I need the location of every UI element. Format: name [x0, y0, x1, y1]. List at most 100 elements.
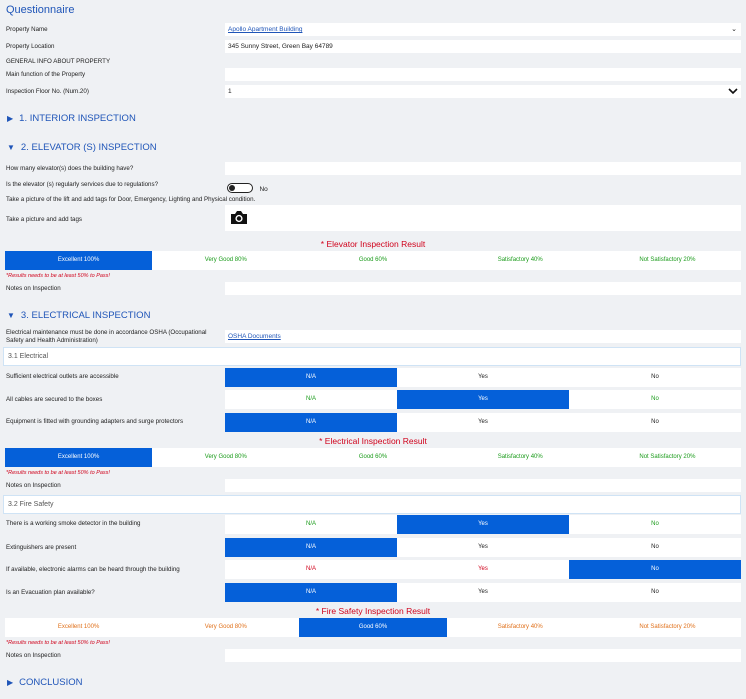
elevator-notes-label: Notes on Inspection [6, 285, 61, 292]
camera-icon[interactable] [230, 210, 248, 225]
option-no[interactable]: No [569, 560, 741, 579]
elevator-notes-field[interactable] [225, 282, 741, 295]
electrical-q2-label: All cables are secured to the boxes [6, 396, 103, 403]
take-picture-area[interactable] [225, 205, 741, 231]
inspection-floor-select[interactable]: 1 [225, 85, 741, 98]
fire-result-title: * Fire Safety Inspection Result [315, 606, 431, 616]
fire-notes-field[interactable] [225, 649, 741, 662]
electrical-q1-label: Sufficient electrical outlets are access… [6, 373, 119, 380]
property-name-select[interactable]: Apollo Apartment Building ⌄ [225, 23, 741, 36]
rating-excellent[interactable]: Excellent 100% [57, 624, 100, 630]
page-title: Questionnaire [6, 4, 75, 16]
option-yes[interactable]: Yes [478, 589, 488, 595]
rating-excellent[interactable]: Excellent 100% [5, 251, 153, 270]
option-no[interactable]: No [651, 589, 659, 595]
subsection-electrical: 3.1 Electrical [3, 347, 741, 366]
rating-good[interactable]: Good 60% [299, 618, 447, 637]
rating-very-good[interactable]: Very Good 80% [204, 454, 247, 460]
picture-instruction: Take a picture of the lift and add tags … [6, 196, 256, 203]
electrical-q1-options[interactable]: N/A Yes No [225, 368, 741, 387]
option-yes[interactable]: Yes [478, 419, 488, 425]
elevator-warning: *Results needs to be at least 50% to Pas… [6, 273, 110, 279]
section-electrical[interactable]: ▼ 3. ELECTRICAL INSPECTION [7, 310, 150, 322]
subsection-fire-safety: 3.2 Fire Safety [3, 495, 741, 514]
fire-q1-options[interactable]: N/A Yes No [225, 515, 741, 534]
option-no[interactable]: No [651, 521, 659, 527]
option-na[interactable]: N/A [225, 413, 397, 432]
section-elevator-label: 2. ELEVATOR (S) INSPECTION [20, 142, 157, 153]
option-na[interactable]: N/A [225, 538, 397, 557]
elevator-count-field[interactable] [225, 162, 741, 175]
rating-not-satisfactory[interactable]: Not Satisfactory 20% [639, 257, 696, 263]
main-function-label: Main function of the Property [6, 71, 86, 78]
triangle-right-icon: ▶ [7, 114, 14, 123]
fire-warning: *Results needs to be at least 50% to Pas… [6, 640, 110, 646]
fire-notes-label: Notes on Inspection [6, 652, 61, 659]
elevator-rating-selector[interactable]: Excellent 100% Very Good 80% Good 60% Sa… [5, 251, 741, 270]
rating-good[interactable]: Good 60% [358, 454, 388, 460]
option-yes[interactable]: Yes [478, 374, 488, 380]
option-no[interactable]: No [651, 374, 659, 380]
option-na[interactable]: N/A [225, 583, 397, 602]
electrical-notes-field[interactable] [225, 479, 741, 492]
section-electrical-label: 3. ELECTRICAL INSPECTION [20, 310, 151, 321]
section-conclusion[interactable]: ▶ CONCLUSION [7, 677, 83, 689]
fire-q1-label: There is a working smoke detector in the… [6, 520, 141, 527]
general-info-heading: GENERAL INFO ABOUT PROPERTY [6, 58, 111, 65]
triangle-right-icon: ▶ [7, 678, 14, 687]
electrical-q3-label: Equipment is fitted with grounding adapt… [6, 418, 184, 425]
section-interior-label: 1. INTERIOR INSPECTION [19, 113, 136, 124]
rating-excellent[interactable]: Excellent 100% [5, 448, 153, 467]
option-no[interactable]: No [651, 544, 659, 550]
fire-q4-label: Is an Evacuation plan available? [6, 589, 95, 596]
option-na[interactable]: N/A [225, 368, 397, 387]
elevator-serviced-label: Is the elevator (s) regularly services d… [6, 181, 159, 188]
rating-very-good[interactable]: Very Good 80% [204, 624, 247, 630]
fire-q4-options[interactable]: N/A Yes No [225, 583, 741, 602]
triangle-down-icon: ▼ [7, 143, 15, 152]
option-yes[interactable]: Yes [478, 544, 488, 550]
chevron-down-icon [728, 88, 738, 95]
rating-not-satisfactory[interactable]: Not Satisfactory 20% [639, 624, 696, 630]
electrical-warning: *Results needs to be at least 50% to Pas… [6, 470, 110, 476]
option-yes[interactable]: Yes [478, 566, 488, 572]
option-no[interactable]: No [651, 419, 659, 425]
electrical-rating-selector[interactable]: Excellent 100% Very Good 80% Good 60% Sa… [5, 448, 741, 467]
electrical-q2-options[interactable]: N/A Yes No [225, 390, 741, 409]
elevator-serviced-toggle[interactable]: No [227, 180, 268, 198]
toggle-label: No [259, 186, 268, 193]
electrical-result-title: * Electrical Inspection Result [319, 436, 427, 446]
section-elevator[interactable]: ▼ 2. ELEVATOR (S) INSPECTION [7, 142, 157, 154]
option-no[interactable]: No [651, 396, 659, 402]
elevator-result-title: * Elevator Inspection Result [320, 239, 426, 249]
rating-very-good[interactable]: Very Good 80% [204, 257, 247, 263]
rating-satisfactory[interactable]: Satisfactory 40% [497, 257, 543, 263]
option-na[interactable]: N/A [305, 396, 316, 402]
property-name-value[interactable]: Apollo Apartment Building [228, 26, 303, 33]
fire-rating-selector[interactable]: Excellent 100% Very Good 80% Good 60% Sa… [5, 618, 741, 637]
main-function-field[interactable] [225, 68, 741, 81]
fire-q3-label: If available, electronic alarms can be h… [6, 566, 180, 573]
fire-q2-options[interactable]: N/A Yes No [225, 538, 741, 557]
rating-satisfactory[interactable]: Satisfactory 40% [497, 454, 543, 460]
osha-link[interactable]: OSHA Documents [228, 333, 281, 340]
rating-satisfactory[interactable]: Satisfactory 40% [497, 624, 543, 630]
toggle-switch[interactable] [227, 183, 253, 193]
section-conclusion-label: CONCLUSION [19, 677, 83, 688]
elevator-count-label: How many elevator(s) does the building h… [6, 165, 134, 172]
property-location-label: Property Location [6, 43, 55, 50]
property-location-field[interactable]: 345 Sunny Street, Green Bay 64789 [225, 40, 741, 53]
chevron-down-icon: ⌄ [731, 26, 737, 33]
option-na[interactable]: N/A [305, 566, 316, 572]
triangle-down-icon: ▼ [7, 311, 15, 320]
electrical-q3-options[interactable]: N/A Yes No [225, 413, 741, 432]
option-yes[interactable]: Yes [397, 515, 569, 534]
fire-q2-label: Extinguishers are present [6, 544, 77, 551]
option-na[interactable]: N/A [305, 521, 316, 527]
section-interior[interactable]: ▶ 1. INTERIOR INSPECTION [7, 113, 136, 125]
rating-not-satisfactory[interactable]: Not Satisfactory 20% [639, 454, 696, 460]
rating-good[interactable]: Good 60% [358, 257, 388, 263]
fire-q3-options[interactable]: N/A Yes No [225, 560, 741, 579]
electrical-notes-label: Notes on Inspection [6, 482, 61, 489]
option-yes[interactable]: Yes [397, 390, 569, 409]
